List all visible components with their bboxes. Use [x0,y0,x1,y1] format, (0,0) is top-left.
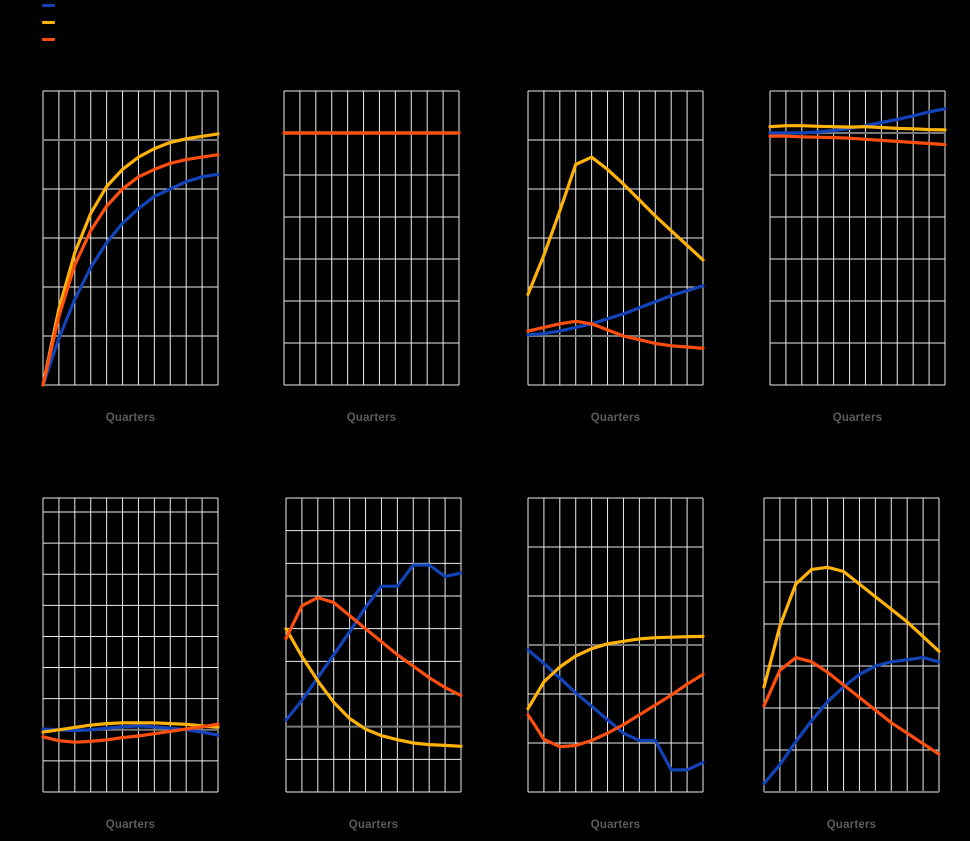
subplot-4: Quarters [768,90,947,430]
series-orange-line [41,153,220,387]
series-gold-line [526,634,705,711]
subplot-8: Quarters [762,497,941,837]
gridlines [527,497,704,793]
x-axis-label: Quarters [348,819,399,831]
plot-area-8 [762,497,941,793]
plot-area-6 [284,497,463,793]
subplot-3: Quarters [526,90,705,430]
x-axis-label: Quarters [832,412,883,424]
series-blue-line [762,656,941,786]
series-orange-line [41,722,220,744]
subplot-2: Quarters [282,90,461,430]
series-blue-line [284,563,463,722]
gridlines [42,497,219,793]
gridlines [763,497,940,793]
series-blue-line [526,648,705,772]
x-axis-label: Quarters [590,412,641,424]
plot-area-5 [41,497,220,793]
series-blue-line [41,172,220,387]
series-gold-line [284,627,463,748]
series-orange-line [284,595,463,698]
gridlines [42,90,219,386]
series-orange-line [526,319,705,350]
series-gold-line [768,124,947,132]
gold-series-swatch [42,21,55,24]
series-gold-line [41,132,220,387]
gridlines [283,90,460,386]
gridlines [285,497,462,793]
subplot-5: Quarters [41,497,220,837]
series-blue-line [526,284,705,337]
plot-area-1 [41,90,220,387]
series-orange-line [768,134,947,147]
x-axis-label: Quarters [826,819,877,831]
plot-area-2 [282,90,461,386]
subplot-7: Quarters [526,497,705,837]
series-gold-line [526,155,705,296]
plot-area-4 [768,90,947,386]
series-gold-line [41,721,220,734]
subplot-1: Quarters [41,90,220,430]
x-axis-label: Quarters [590,819,641,831]
blue-series-swatch [42,4,55,7]
x-axis-label: Quarters [346,412,397,424]
x-axis-label: Quarters [105,412,156,424]
x-axis-label: Quarters [105,819,156,831]
legend [42,4,162,48]
plot-area-7 [526,497,705,793]
plot-area-3 [526,90,705,386]
series-orange-line [526,672,705,749]
series-orange-line [762,656,941,756]
series-gold-line [762,565,941,689]
orange-series-swatch [42,38,55,41]
gridlines [527,90,704,386]
subplot-6: Quarters [284,497,463,837]
